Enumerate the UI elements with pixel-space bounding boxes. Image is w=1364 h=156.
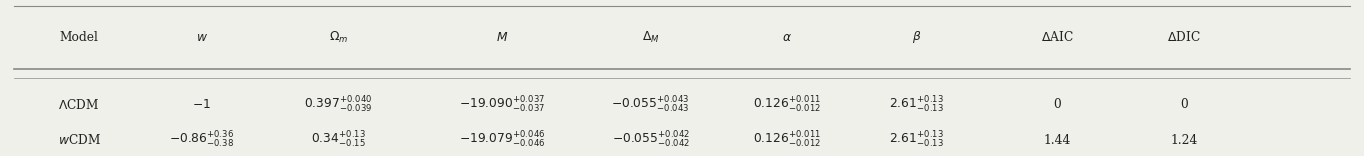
Text: $0.397^{+0.040}_{-0.039}$: $0.397^{+0.040}_{-0.039}$ (304, 95, 372, 115)
Text: $-0.86^{+0.36}_{-0.38}$: $-0.86^{+0.36}_{-0.38}$ (169, 130, 235, 150)
Text: $-0.055^{+0.042}_{-0.042}$: $-0.055^{+0.042}_{-0.042}$ (611, 130, 690, 150)
Text: $-1$: $-1$ (192, 98, 211, 111)
Text: 1.44: 1.44 (1043, 134, 1071, 147)
Text: $\Delta$AIC: $\Delta$AIC (1041, 30, 1073, 44)
Text: $-19.079^{+0.046}_{-0.046}$: $-19.079^{+0.046}_{-0.046}$ (458, 130, 546, 150)
Text: $M$: $M$ (496, 31, 507, 44)
Text: $-19.090^{+0.037}_{-0.037}$: $-19.090^{+0.037}_{-0.037}$ (458, 95, 546, 115)
Text: $-0.055^{+0.043}_{-0.043}$: $-0.055^{+0.043}_{-0.043}$ (611, 95, 690, 115)
Text: 0: 0 (1180, 98, 1188, 111)
Text: $\alpha$: $\alpha$ (782, 31, 792, 44)
Text: $0.34^{+0.13}_{-0.15}$: $0.34^{+0.13}_{-0.15}$ (311, 130, 366, 150)
Text: $\Delta_M$: $\Delta_M$ (642, 30, 659, 45)
Text: 1.24: 1.24 (1170, 134, 1198, 147)
Text: $w$: $w$ (196, 31, 207, 44)
Text: $2.61^{+0.13}_{-0.13}$: $2.61^{+0.13}_{-0.13}$ (889, 130, 944, 150)
Text: $0.126^{+0.011}_{-0.012}$: $0.126^{+0.011}_{-0.012}$ (753, 130, 821, 150)
Text: $w$CDM: $w$CDM (57, 133, 101, 147)
Text: $\Omega_m$: $\Omega_m$ (329, 30, 348, 45)
Text: $2.61^{+0.13}_{-0.13}$: $2.61^{+0.13}_{-0.13}$ (889, 95, 944, 115)
Text: $\beta$: $\beta$ (913, 29, 921, 45)
Text: Model: Model (60, 31, 98, 44)
Text: $\Delta$DIC: $\Delta$DIC (1168, 30, 1200, 44)
Text: $\Lambda$CDM: $\Lambda$CDM (59, 98, 100, 112)
Text: 0: 0 (1053, 98, 1061, 111)
Text: $0.126^{+0.011}_{-0.012}$: $0.126^{+0.011}_{-0.012}$ (753, 95, 821, 115)
